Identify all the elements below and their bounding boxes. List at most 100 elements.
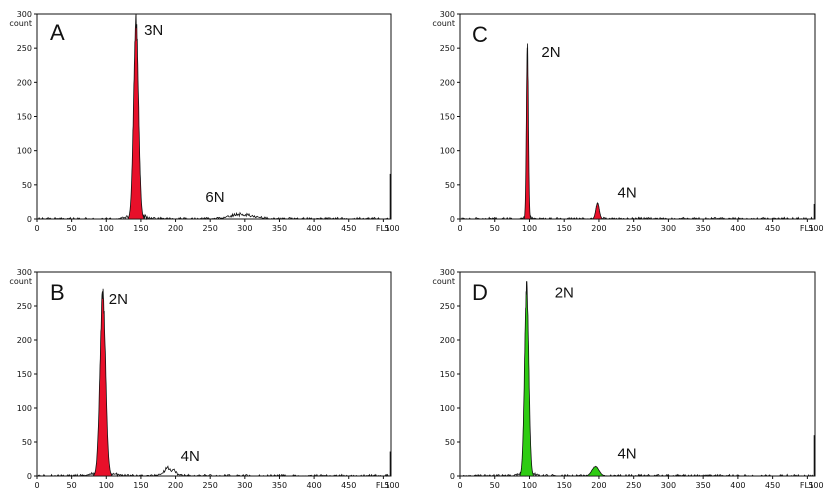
x-tick-label: 150 [133, 481, 148, 490]
x-tick-label: 0 [34, 224, 39, 233]
y-tick-label: 250 [17, 302, 32, 311]
y-tick-label: 200 [17, 78, 32, 87]
y-tick-label: 150 [17, 113, 32, 122]
x-tick-label: 50 [67, 224, 77, 233]
y-tick-label: 200 [440, 336, 455, 345]
y-tick-label: 150 [440, 113, 455, 122]
x-tick-label: 400 [306, 224, 321, 233]
x-tick-label: 350 [272, 481, 287, 490]
y-tick-label: 0 [27, 472, 32, 481]
y-tick-label: 100 [17, 147, 32, 156]
histogram-trace [38, 465, 389, 478]
x-tick-label: 250 [203, 224, 218, 233]
y-axis-label: count [432, 19, 455, 28]
histogram-trace [461, 211, 813, 220]
x-axis-label: FL1 [376, 481, 390, 490]
x-tick-label: 100 [99, 224, 114, 233]
peak-label-2N: 2N [541, 44, 560, 61]
x-tick-label: 500 [384, 481, 399, 490]
peak-3N [127, 13, 145, 220]
x-tick-label: 0 [34, 481, 39, 490]
x-tick-label: 500 [808, 481, 823, 490]
x-tick-label: 300 [237, 224, 252, 233]
peak-label-6N: 6N [205, 189, 224, 206]
y-axis-label: count [9, 19, 32, 28]
y-tick-label: 50 [445, 438, 455, 447]
x-tick-label: 450 [765, 481, 780, 490]
y-tick-label: 250 [440, 302, 455, 311]
y-tick-label: 250 [17, 44, 32, 53]
peak-2N [519, 281, 534, 477]
y-tick-label: 150 [440, 370, 455, 379]
x-tick-label: 50 [490, 481, 500, 490]
x-tick-label: 100 [522, 481, 537, 490]
x-tick-label: 450 [341, 224, 356, 233]
x-tick-label: 500 [808, 224, 823, 233]
x-tick-label: 350 [696, 224, 711, 233]
x-tick-label: 350 [696, 481, 711, 490]
peak-label-4N: 4N [181, 448, 200, 465]
x-tick-label: 350 [272, 224, 287, 233]
y-axis-label: count [432, 277, 455, 286]
x-tick-label: 250 [626, 224, 641, 233]
y-tick-label: 100 [440, 404, 455, 413]
x-tick-label: 100 [99, 481, 114, 490]
x-axis-label: FL1 [800, 481, 814, 490]
x-tick-label: 50 [490, 224, 500, 233]
peak-2N [523, 43, 531, 220]
y-tick-label: 100 [17, 404, 32, 413]
x-tick-label: 250 [626, 481, 641, 490]
peak-label-4N: 4N [618, 184, 637, 201]
panel-letter: C [472, 22, 488, 47]
x-tick-label: 0 [457, 481, 462, 490]
peak-label-3N: 3N [144, 22, 163, 39]
peak-label-2N: 2N [555, 285, 574, 302]
x-tick-label: 100 [522, 224, 537, 233]
x-tick-label: 450 [341, 481, 356, 490]
x-axis-label: FL1 [800, 224, 814, 233]
y-tick-label: 300 [17, 268, 32, 277]
x-tick-label: 300 [661, 224, 676, 233]
y-tick-label: 200 [17, 336, 32, 345]
x-tick-label: 400 [730, 481, 745, 490]
plot-frame [36, 271, 392, 477]
y-tick-label: 50 [22, 438, 32, 447]
plot-frame [459, 271, 816, 477]
x-tick-label: 400 [730, 224, 745, 233]
x-tick-label: 200 [168, 481, 183, 490]
x-tick-label: 400 [306, 481, 321, 490]
panel-letter: A [50, 20, 65, 45]
histogram-trace [38, 210, 389, 221]
plot-frame [459, 13, 816, 220]
y-tick-label: 300 [440, 268, 455, 277]
peak-4N [583, 465, 608, 477]
y-tick-label: 50 [22, 181, 32, 190]
peak-4N [591, 201, 604, 220]
x-tick-label: 50 [67, 481, 77, 490]
peak-label-4N: 4N [617, 445, 636, 462]
x-tick-label: 200 [591, 224, 606, 233]
y-tick-label: 100 [440, 147, 455, 156]
peak-label-2N: 2N [109, 291, 128, 308]
x-tick-label: 0 [457, 224, 462, 233]
peak-2N [93, 288, 113, 477]
x-tick-label: 200 [168, 224, 183, 233]
x-tick-label: 150 [557, 224, 572, 233]
histogram-trace [461, 468, 814, 477]
y-tick-label: 0 [27, 215, 32, 224]
x-tick-label: 150 [133, 224, 148, 233]
x-axis-label: FL1 [376, 224, 390, 233]
y-tick-label: 250 [440, 44, 455, 53]
y-tick-label: 0 [450, 472, 455, 481]
y-tick-label: 200 [440, 78, 455, 87]
panel-letter: B [50, 280, 65, 305]
x-tick-label: 450 [765, 224, 780, 233]
x-tick-label: 500 [384, 224, 399, 233]
x-tick-label: 300 [237, 481, 252, 490]
y-tick-label: 150 [17, 370, 32, 379]
